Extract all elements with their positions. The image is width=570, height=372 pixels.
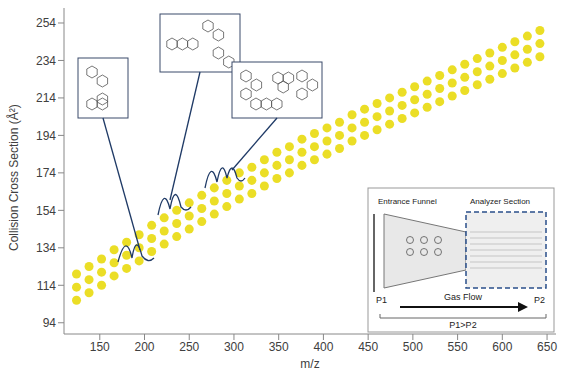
svg-text:m/z: m/z bbox=[300, 357, 319, 371]
svg-text:150: 150 bbox=[90, 340, 110, 354]
svg-text:P1: P1 bbox=[376, 295, 387, 305]
svg-text:174: 174 bbox=[36, 166, 56, 180]
svg-text:550: 550 bbox=[448, 340, 468, 354]
svg-text:Collision Cross Section (Å²): Collision Cross Section (Å²) bbox=[6, 104, 21, 251]
svg-text:300: 300 bbox=[224, 340, 244, 354]
svg-text:600: 600 bbox=[492, 340, 512, 354]
svg-text:450: 450 bbox=[358, 340, 378, 354]
svg-text:350: 350 bbox=[269, 340, 289, 354]
svg-text:134: 134 bbox=[36, 241, 56, 255]
svg-text:214: 214 bbox=[36, 91, 56, 105]
svg-text:154: 154 bbox=[36, 204, 56, 218]
svg-text:400: 400 bbox=[313, 340, 333, 354]
svg-text:Analyzer Section: Analyzer Section bbox=[470, 197, 530, 206]
svg-text:Entrance Funnel: Entrance Funnel bbox=[378, 197, 437, 206]
svg-text:234: 234 bbox=[36, 54, 56, 68]
svg-text:250: 250 bbox=[179, 340, 199, 354]
svg-text:500: 500 bbox=[403, 340, 423, 354]
svg-text:200: 200 bbox=[134, 340, 154, 354]
svg-text:P1>P2: P1>P2 bbox=[449, 320, 476, 330]
svg-text:114: 114 bbox=[37, 279, 56, 293]
svg-text:254: 254 bbox=[36, 16, 56, 30]
svg-text:Gas Flow: Gas Flow bbox=[444, 292, 483, 302]
svg-text:94: 94 bbox=[43, 316, 57, 330]
svg-text:194: 194 bbox=[36, 129, 56, 143]
svg-text:P2: P2 bbox=[534, 295, 545, 305]
svg-text:650: 650 bbox=[537, 340, 557, 354]
